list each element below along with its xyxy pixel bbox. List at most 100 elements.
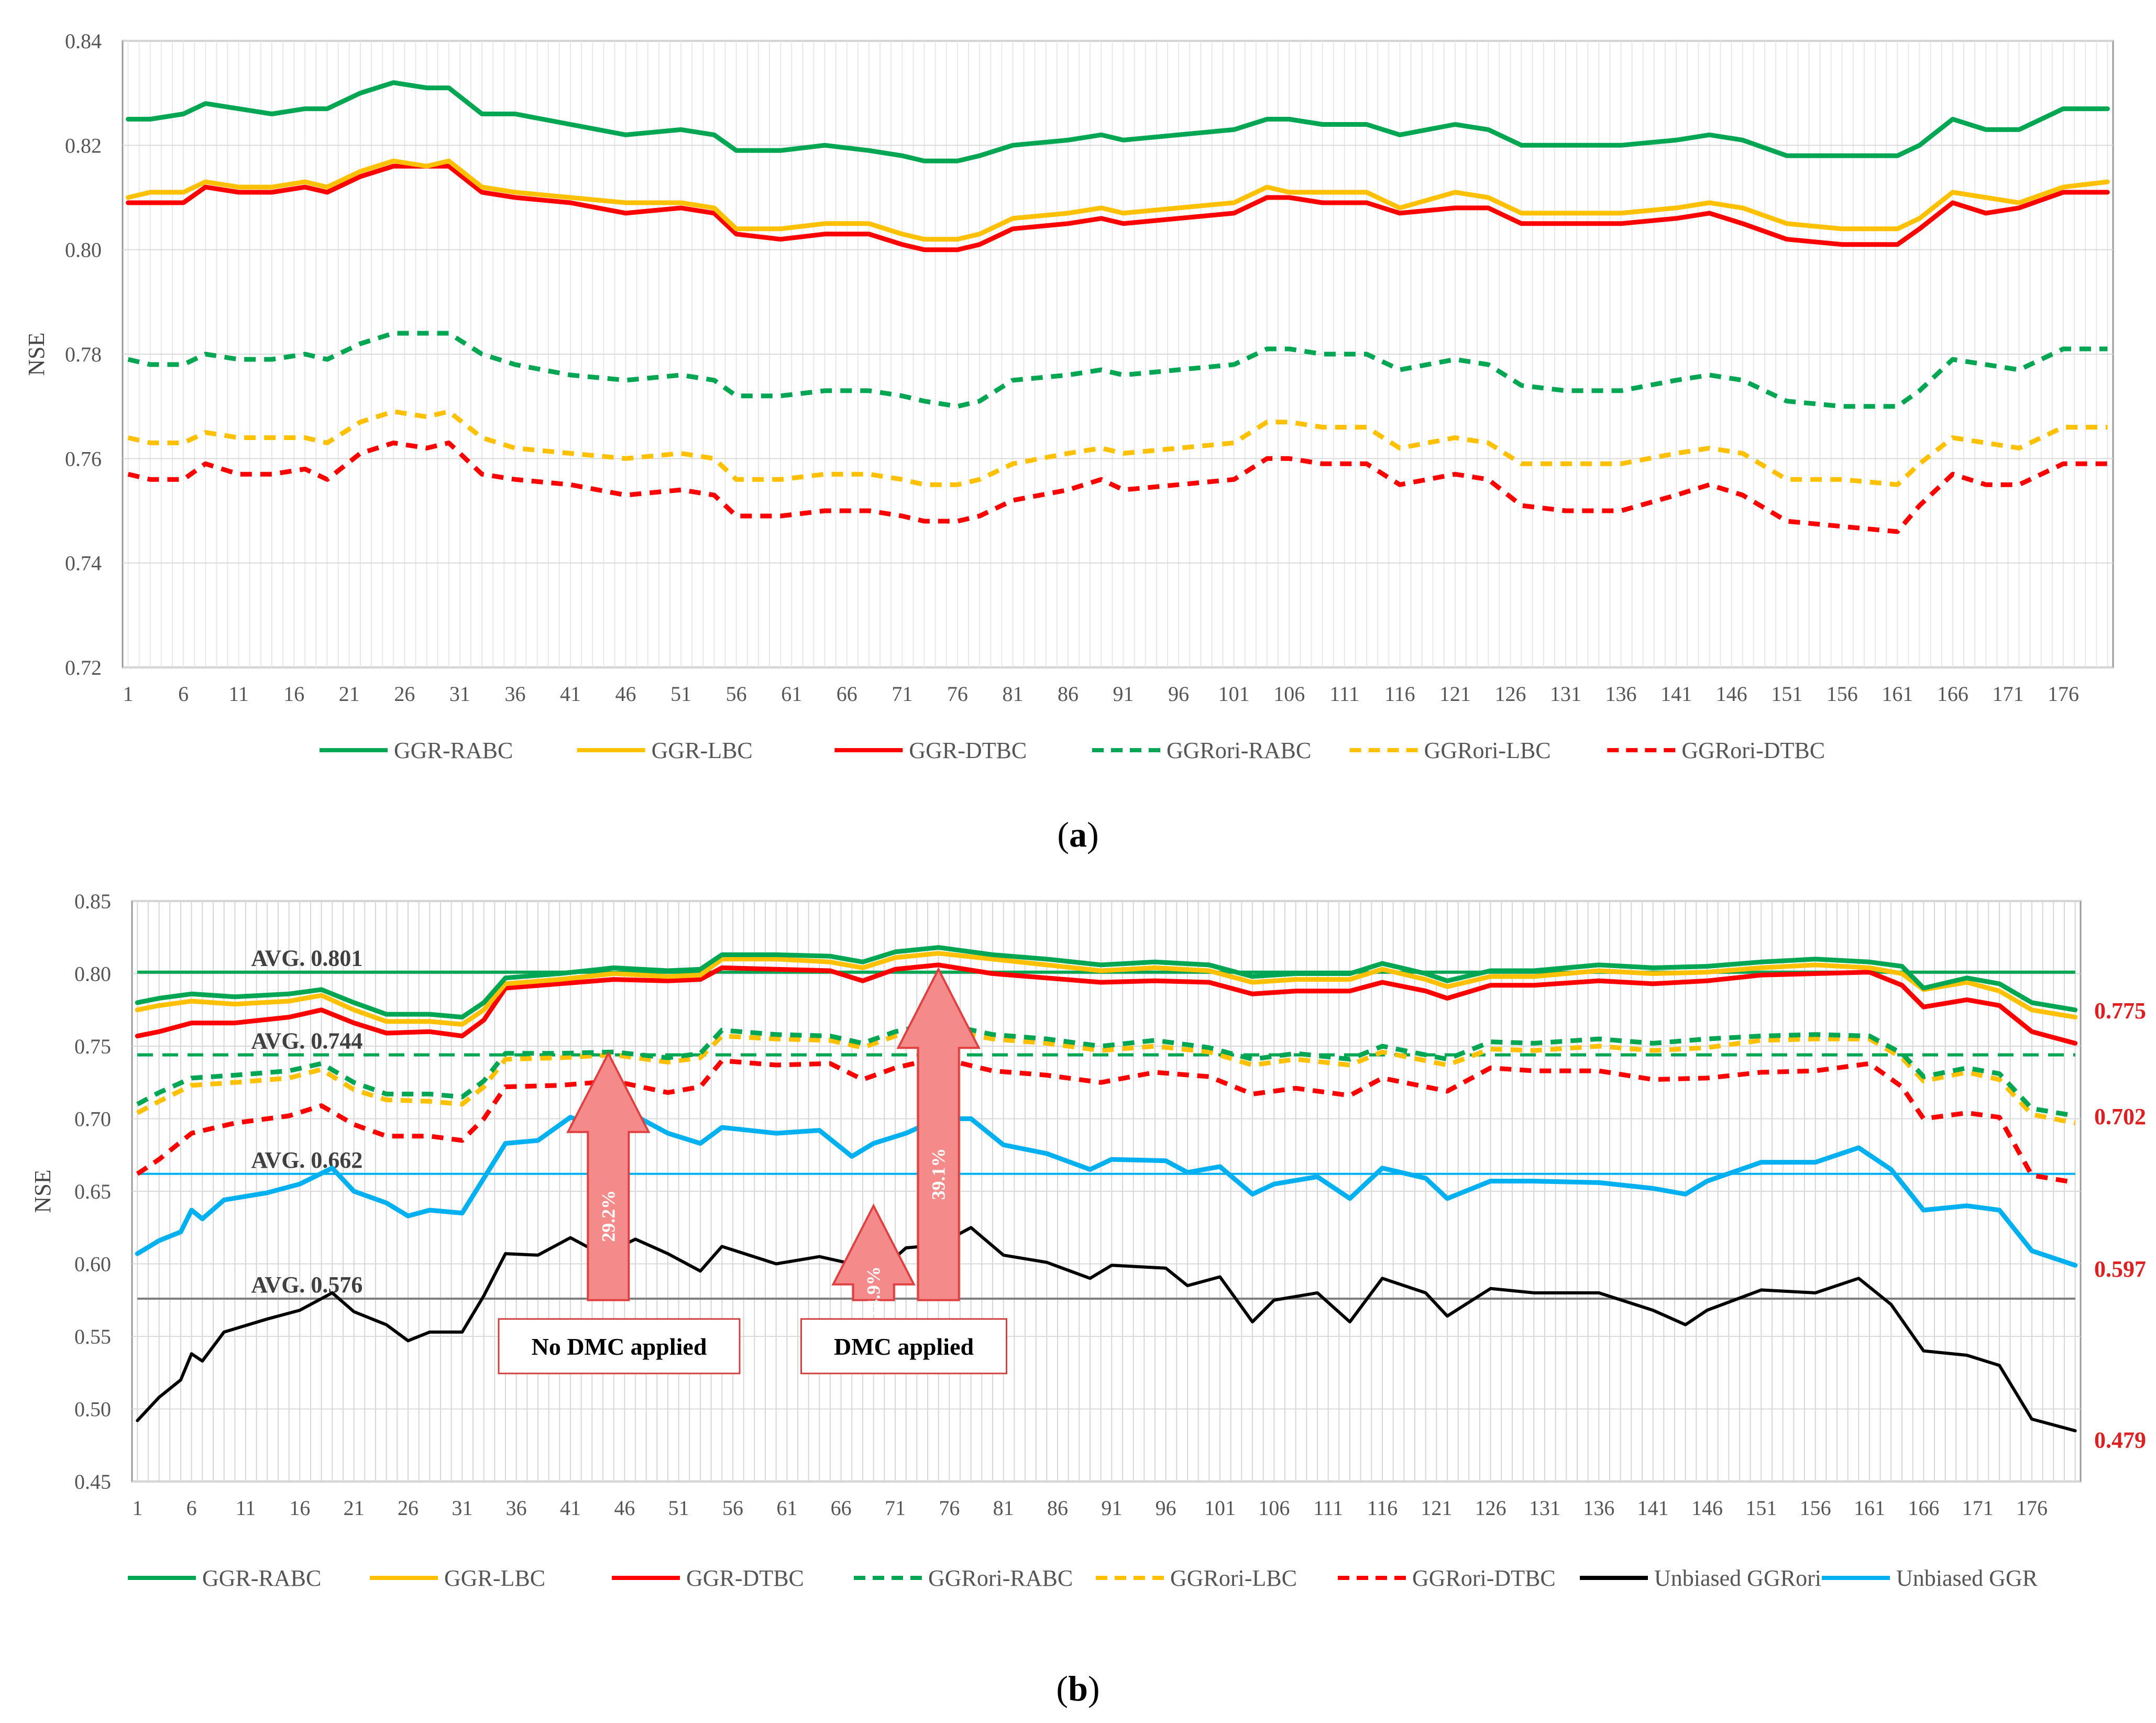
panel-b-legend-label-ggr-rabc: GGR-RABC	[202, 1565, 321, 1591]
panel-b-series-unbiased-ggr	[135, 1113, 2078, 1268]
panel-b-series-ggr-rabc	[135, 945, 2078, 1020]
panel-b-xtick-66: 66	[831, 1496, 852, 1520]
panel-a-xtick-61: 61	[781, 682, 802, 706]
panel-a-series-ggr-dtbc	[126, 163, 2110, 253]
panel-a-series-ggrori-rabc	[127, 331, 2108, 409]
panel-b-ytick-0-50: 0.50	[74, 1398, 111, 1421]
panel-b-xtick-81: 81	[993, 1496, 1014, 1520]
panel-a-xtick-131: 131	[1550, 682, 1581, 706]
panel-b-avg-label-avg-0-576: AVG. 0.576	[251, 1272, 362, 1298]
panel-a-legend-label-ggr-lbc: GGR-LBC	[652, 738, 753, 763]
panel-a-ylabel: NSE	[24, 332, 49, 376]
panel-a-caption: (a)	[1057, 815, 1098, 854]
panel-b-xtick-146: 146	[1691, 1496, 1723, 1520]
panel-a-xtick-41: 41	[560, 682, 581, 706]
panel-a-ytick-0-74: 0.74	[65, 552, 102, 575]
panel-a-xtick-46: 46	[615, 682, 636, 706]
panel-b-xtick-71: 71	[885, 1496, 906, 1520]
panel-b-arrow-label-29-2: 29.2%	[598, 1190, 619, 1242]
panel-b-legend-label-ggr-dtbc: GGR-DTBC	[686, 1565, 804, 1591]
panel-b-xtick-1: 1	[132, 1496, 142, 1520]
panel-b-xtick-136: 136	[1583, 1496, 1614, 1520]
panel-a-xtick-136: 136	[1605, 682, 1637, 706]
panel-b-box-no-dmc-applied	[498, 1318, 741, 1375]
panel-b-arrow-14-9	[831, 1203, 916, 1301]
panel-b-xtick-86: 86	[1047, 1496, 1068, 1520]
panel-a-xtick-1: 1	[123, 682, 134, 706]
panel-b-xtick-36: 36	[506, 1496, 527, 1520]
panel-b-series-ggr-dtbc	[135, 962, 2078, 1046]
panel-b-xtick-31: 31	[452, 1496, 472, 1520]
panel-b-xtick-126: 126	[1475, 1496, 1506, 1520]
panel-a-legend-label-ggrori-rabc: GGRori-RABC	[1167, 738, 1311, 763]
panel-a-legend-label-ggr-rabc: GGR-RABC	[394, 738, 513, 763]
panel-b-series-ggrori-rabc	[136, 1020, 2076, 1118]
panel-a-ytick-0-78: 0.78	[65, 343, 102, 366]
panel-a-xtick-116: 116	[1384, 682, 1415, 706]
panel-b-xtick-91: 91	[1101, 1496, 1122, 1520]
panel-b-box-dmc-applied	[800, 1318, 1008, 1375]
panel-b-legend-label-ggrori-lbc: GGRori-LBC	[1170, 1565, 1297, 1591]
panel-a-xtick-21: 21	[339, 682, 360, 706]
panel-b-legend-label-ggrori-dtbc: GGRori-DTBC	[1412, 1565, 1556, 1591]
panel-a-xtick-6: 6	[178, 682, 189, 706]
panel-a-ytick-0-76: 0.76	[65, 447, 102, 470]
panel-b-xtick-16: 16	[289, 1496, 310, 1520]
panel-b-xtick-21: 21	[344, 1496, 365, 1520]
panel-b-arrow-label-39-1: 39.1%	[928, 1148, 949, 1200]
panel-b-xtick-166: 166	[1908, 1496, 1939, 1520]
panel-b-ytick-0-70: 0.70	[74, 1107, 111, 1131]
panel-a-xtick-86: 86	[1058, 682, 1079, 706]
panel-b-arrow-39-1	[896, 967, 981, 1301]
panel-b-xtick-171: 171	[1962, 1496, 1994, 1520]
panel-b-arrow-label-14-9: 14.9%	[863, 1266, 884, 1318]
panel-b-xtick-151: 151	[1745, 1496, 1777, 1520]
panel-b-xtick-131: 131	[1529, 1496, 1560, 1520]
panel-b-xtick-46: 46	[614, 1496, 635, 1520]
panel-a-xtick-176: 176	[2048, 682, 2079, 706]
panel-a-xtick-56: 56	[726, 682, 747, 706]
panel-b-end-value-0-775: 0.775	[2094, 998, 2146, 1024]
panel-a-legend-label-ggr-dtbc: GGR-DTBC	[909, 738, 1027, 763]
panel-a-series-ggr-lbc	[126, 158, 2110, 242]
panel-b-xtick-61: 61	[776, 1496, 797, 1520]
panel-b-end-value-0-597: 0.597	[2094, 1256, 2146, 1282]
panel-b-xtick-11: 11	[236, 1496, 256, 1520]
panel-b-ytick-0-85: 0.85	[74, 890, 111, 913]
panel-a-ytick-0-82: 0.82	[65, 134, 102, 157]
panel-a-ytick-0-80: 0.80	[65, 238, 102, 262]
panel-b-series-ggr-lbc	[135, 951, 2078, 1027]
panel-b-xtick-156: 156	[1800, 1496, 1831, 1520]
panel-a-xtick-166: 166	[1937, 682, 1968, 706]
panel-b-end-value-0-479: 0.479	[2094, 1428, 2146, 1453]
panel-a-xtick-16: 16	[283, 682, 304, 706]
panel-b-legend-label-ggr-lbc: GGR-LBC	[444, 1565, 545, 1591]
panel-b-ytick-0-80: 0.80	[74, 962, 111, 986]
panel-a-xtick-31: 31	[449, 682, 470, 706]
panel-a: 0.720.740.760.780.800.820.841 6 11 16 21 26 31…	[24, 29, 2114, 854]
panel-b-xtick-176: 176	[2016, 1496, 2048, 1520]
panel-b-box-label-dmc-applied: DMC applied	[834, 1333, 974, 1360]
panel-a-xtick-141: 141	[1660, 682, 1692, 706]
panel-b-end-value-0-702: 0.702	[2094, 1104, 2146, 1129]
panel-a-xtick-151: 151	[1771, 682, 1802, 706]
panel-b-xtick-6: 6	[186, 1496, 197, 1520]
panel-a-xtick-11: 11	[228, 682, 249, 706]
panel-b-xtick-111: 111	[1313, 1496, 1343, 1520]
panel-a-xtick-111: 111	[1329, 682, 1359, 706]
panel-b-box-label-no-dmc-applied: No DMC applied	[532, 1333, 707, 1360]
panel-b-xtick-76: 76	[939, 1496, 960, 1520]
panel-b-ytick-0-65: 0.65	[74, 1180, 111, 1203]
panel-b-legend-label-unbiased-ggrori: Unbiased GGRori	[1654, 1565, 1821, 1591]
panel-b-ylabel: NSE	[30, 1169, 56, 1213]
panel-b-series-ggrori-dtbc	[136, 1055, 2076, 1185]
panel-a-xtick-171: 171	[1992, 682, 2023, 706]
panel-b-series-unbiased-ggrori	[136, 1226, 2077, 1433]
panel-a-legend-label-ggrori-dtbc: GGRori-DTBC	[1681, 738, 1825, 763]
panel-b-xtick-26: 26	[398, 1496, 419, 1520]
panel-b-ytick-0-45: 0.45	[74, 1470, 111, 1494]
panel-a-xtick-96: 96	[1168, 682, 1189, 706]
panel-b-xtick-51: 51	[668, 1496, 689, 1520]
panel-b-avg-label-avg-0-744: AVG. 0.744	[251, 1028, 362, 1054]
